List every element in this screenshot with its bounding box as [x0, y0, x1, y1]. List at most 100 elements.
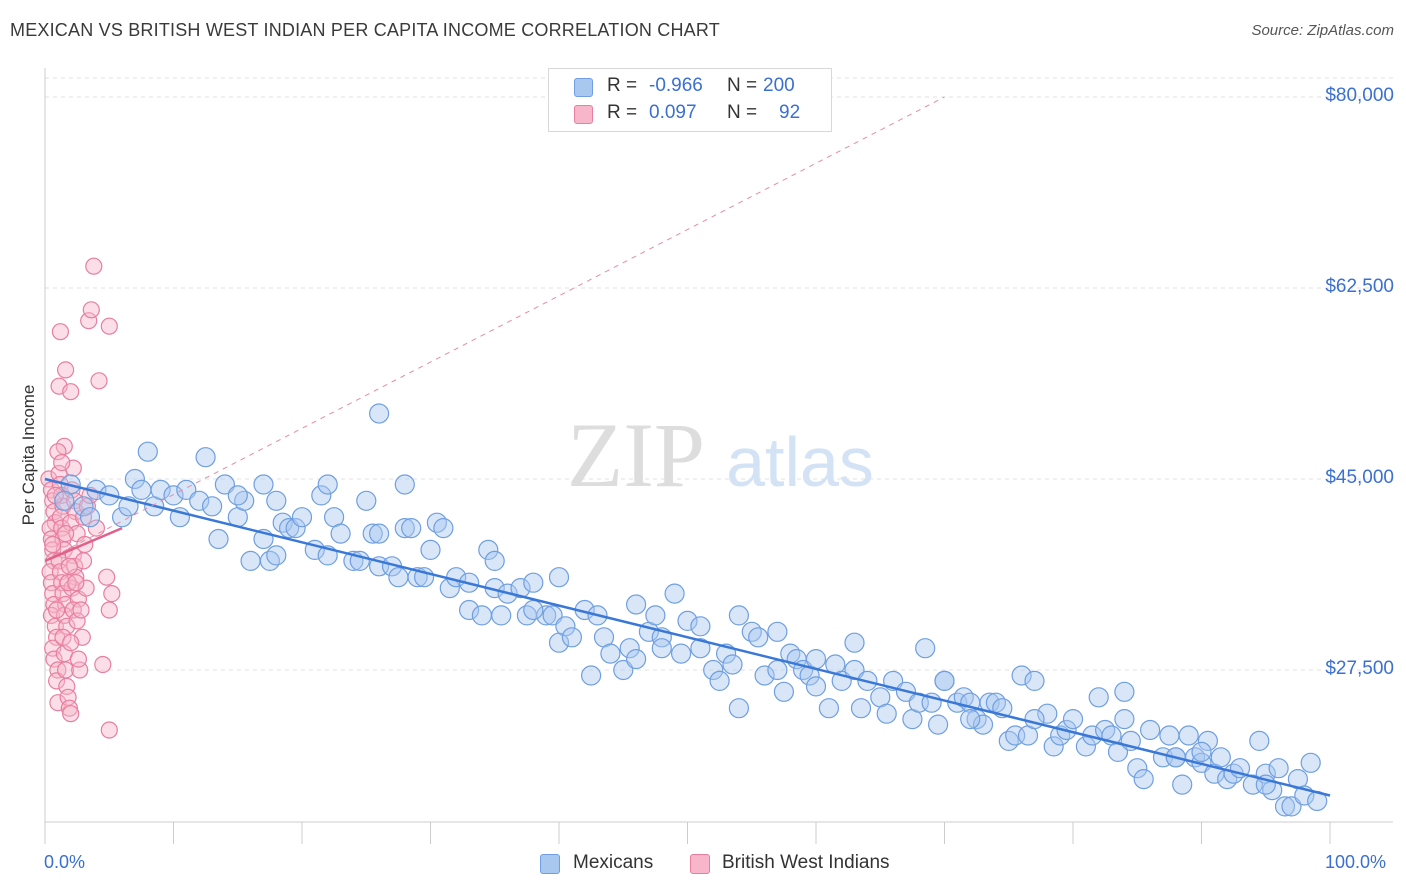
- y-tick-label: $27,500: [1325, 658, 1394, 679]
- data-point-mexicans: [1133, 768, 1154, 790]
- data-point-mexicans: [728, 698, 750, 719]
- data-point-british-west-indians: [62, 634, 80, 652]
- data-point-mexicans: [1011, 665, 1032, 686]
- data-point-british-west-indians: [59, 688, 77, 706]
- data-point-mexicans: [266, 490, 287, 511]
- data-point-british-west-indians: [53, 454, 71, 472]
- data-point-mexicans: [73, 496, 94, 517]
- data-point-british-west-indians: [60, 699, 79, 717]
- data-point-mexicans: [330, 523, 351, 544]
- data-point-mexicans: [279, 517, 300, 539]
- data-point-mexicans: [394, 474, 415, 495]
- data-point-mexicans: [311, 485, 332, 506]
- data-point-mexicans: [214, 474, 235, 495]
- data-point-mexicans: [767, 659, 788, 681]
- data-point-mexicans: [1300, 752, 1321, 773]
- legend-swatch-blue: [540, 854, 560, 874]
- data-point-mexicans: [555, 616, 576, 637]
- data-point-mexicans: [1210, 747, 1231, 768]
- data-point-mexicans: [1114, 681, 1135, 702]
- data-point-mexicans: [356, 490, 377, 511]
- data-point-mexicans: [1281, 796, 1302, 817]
- data-point-british-west-indians: [100, 721, 118, 739]
- axes: [44, 68, 1393, 844]
- data-point-mexicans: [401, 517, 422, 539]
- data-point-british-west-indians: [67, 574, 85, 592]
- data-point-british-west-indians: [77, 579, 95, 597]
- data-point-mexicans: [1172, 774, 1193, 795]
- data-point-mexicans: [369, 523, 390, 544]
- data-point-british-west-indians: [82, 301, 100, 319]
- trend-lines: [44, 96, 1331, 797]
- chart-title: MEXICAN VS BRITISH WEST INDIAN PER CAPIT…: [10, 20, 720, 40]
- data-point-british-west-indians: [80, 312, 98, 330]
- data-point-mexicans: [1088, 687, 1109, 708]
- data-point-mexicans: [227, 485, 248, 506]
- y-tick-label: $62,500: [1325, 276, 1394, 297]
- data-point-british-west-indians: [85, 257, 103, 275]
- data-point-mexicans: [484, 550, 505, 572]
- data-point-mexicans: [1024, 708, 1045, 730]
- data-point-mexicans: [773, 681, 795, 702]
- data-point-mexicans: [690, 638, 711, 659]
- data-point-mexicans: [420, 539, 441, 561]
- chart-source: Source: ZipAtlas.com: [1251, 22, 1394, 39]
- data-point-mexicans: [703, 659, 724, 681]
- trend-line-british-west-indians: [44, 526, 123, 563]
- data-point-mexicans: [728, 605, 750, 626]
- data-point-british-west-indians: [74, 508, 93, 526]
- watermark-zip: ZIP: [567, 404, 705, 506]
- data-point-mexicans: [953, 687, 974, 708]
- data-point-mexicans: [1075, 736, 1097, 757]
- data-point-mexicans: [54, 490, 75, 511]
- data-point-mexicans: [972, 714, 994, 735]
- data-point-mexicans: [998, 730, 1019, 752]
- data-point-mexicans: [1274, 796, 1296, 817]
- data-point-mexicans: [805, 648, 827, 670]
- legend-swatch-pink: [690, 854, 710, 874]
- data-point-british-west-indians: [100, 317, 118, 335]
- legend-row-mexicans: R = -0.966 N = 200: [549, 74, 831, 100]
- data-point-mexicans: [1197, 730, 1219, 752]
- data-point-mexicans: [960, 708, 981, 730]
- data-point-mexicans: [542, 605, 563, 626]
- data-point-mexicans: [767, 621, 788, 642]
- data-point-british-west-indians: [47, 601, 66, 619]
- data-point-mexicans: [709, 670, 730, 692]
- x-tick-label-min: 0.0%: [44, 852, 86, 872]
- data-point-mexicans: [1178, 725, 1199, 746]
- legend-swatch-pink: [574, 105, 593, 124]
- data-point-mexicans: [1062, 708, 1084, 730]
- data-point-mexicans: [1043, 736, 1064, 757]
- data-point-british-west-indians: [98, 568, 116, 586]
- series-mexicans: [54, 403, 1328, 817]
- data-point-mexicans: [491, 605, 512, 626]
- legend-r-value: 0.097: [649, 102, 697, 123]
- data-point-british-west-indians: [45, 650, 63, 668]
- legend-row-british-west-indians: R = 0.097 N = 92: [549, 101, 831, 127]
- data-point-mexicans: [613, 659, 634, 681]
- data-point-mexicans: [202, 496, 223, 517]
- data-point-mexicans: [927, 714, 949, 735]
- legend-label: Mexicans: [573, 852, 654, 873]
- data-point-mexicans: [818, 698, 840, 719]
- data-point-british-west-indians: [90, 372, 108, 390]
- x-tick-label-max: 100.0%: [1325, 852, 1387, 872]
- data-point-mexicans: [600, 643, 621, 664]
- data-point-mexicans: [664, 583, 685, 604]
- data-point-mexicans: [388, 567, 409, 588]
- data-point-british-west-indians: [56, 524, 75, 543]
- data-point-mexicans: [394, 517, 415, 539]
- data-point-mexicans: [272, 512, 293, 533]
- data-point-mexicans: [266, 545, 287, 566]
- data-point-british-west-indians: [49, 443, 67, 461]
- data-point-mexicans: [471, 605, 492, 626]
- data-point-british-west-indians: [103, 584, 121, 603]
- data-point-mexicans: [748, 627, 769, 648]
- data-point-mexicans: [523, 599, 544, 621]
- data-point-mexicans: [1024, 670, 1045, 692]
- data-point-mexicans: [1191, 741, 1212, 763]
- data-point-mexicans: [131, 479, 152, 500]
- data-point-mexicans: [259, 550, 280, 572]
- data-point-british-west-indians: [56, 361, 75, 379]
